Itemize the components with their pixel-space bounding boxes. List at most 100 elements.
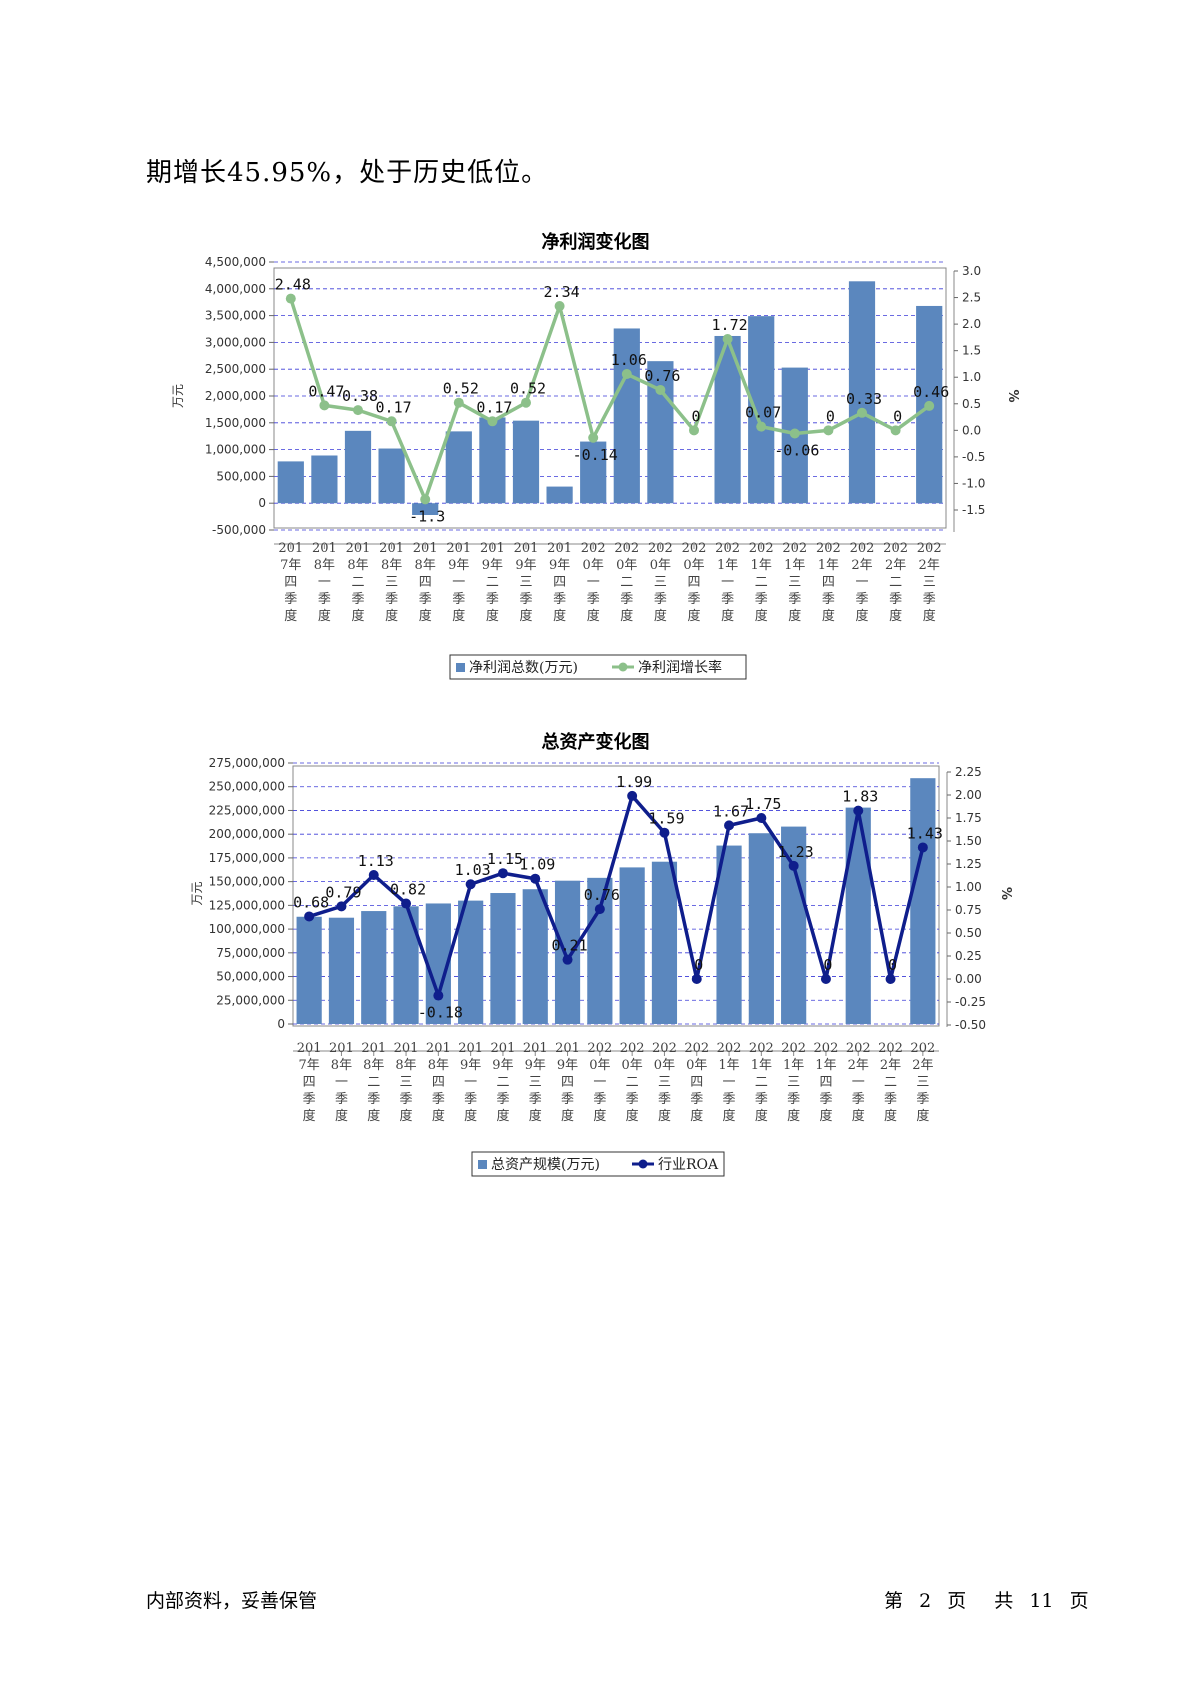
bar	[296, 916, 322, 1024]
data-label: 1.23	[778, 843, 814, 861]
page-num: 2	[919, 1590, 932, 1612]
bar	[848, 281, 876, 504]
category-label-part: 201	[523, 1041, 548, 1056]
category-label-part: 202	[781, 1041, 806, 1056]
category-label-part: 1年	[784, 558, 805, 573]
category-label-part: 季	[788, 592, 801, 607]
category-label-part: 201	[379, 541, 404, 556]
category-label-part: 度	[593, 1108, 606, 1124]
category-label-part: 7年	[280, 558, 301, 573]
category-label-part: 201	[312, 541, 337, 556]
bar	[479, 417, 506, 504]
category-label-part: 201	[394, 1041, 419, 1056]
category-label-part: 二	[486, 575, 499, 590]
legend-line-label: 净利润增长率	[638, 659, 722, 676]
category-label-part: 201	[491, 1041, 516, 1056]
category-label-part: 季	[419, 592, 432, 607]
category-label-part: 三	[787, 1075, 800, 1090]
category-label-part: 9年	[515, 558, 536, 573]
left-tick-label: 225,000,000	[209, 803, 285, 817]
line-point	[353, 405, 363, 416]
category-label-part: 季	[884, 1092, 897, 1107]
bar	[613, 328, 640, 504]
category-label-part: 202	[715, 541, 740, 556]
category-label-part: 1年	[818, 558, 839, 573]
category-label-part: 度	[367, 1108, 380, 1124]
data-label: 0.52	[510, 380, 546, 398]
category-label-part: 季	[496, 1092, 509, 1107]
left-tick-label: 50,000,000	[216, 970, 285, 984]
category-label-part: 二	[889, 575, 902, 590]
category-label-part: 202	[684, 1041, 709, 1056]
category-label-part: 201	[458, 1041, 483, 1056]
line-point	[724, 820, 735, 831]
category-label-part: 202	[850, 541, 875, 556]
category-label-part: 202	[717, 1041, 742, 1056]
line-point	[655, 384, 666, 395]
line-point	[588, 432, 599, 443]
left-tick-label: 100,000,000	[209, 922, 285, 936]
category-label-part: 一	[452, 575, 465, 590]
category-label-part: 季	[367, 1092, 380, 1107]
bar	[277, 461, 304, 504]
category-label-part: 度	[452, 608, 465, 624]
bar	[328, 917, 355, 1024]
category-label-part: 四	[819, 1075, 832, 1090]
category-label-part: 1年	[751, 558, 772, 573]
category-label-part: 度	[400, 1108, 413, 1124]
category-label-part: 度	[303, 1108, 316, 1124]
right-tick-label: 0.75	[955, 903, 982, 917]
right-tick-label: 1.0	[962, 370, 981, 384]
line-point	[554, 301, 565, 312]
category-label-part: 202	[749, 541, 774, 556]
data-label: 0	[691, 407, 700, 425]
line-point	[562, 954, 573, 965]
line-point	[621, 369, 632, 380]
category-label-part: 8年	[415, 558, 436, 573]
data-label: 0	[823, 956, 832, 974]
data-label: 0	[694, 956, 703, 974]
left-tick-label: 0	[277, 1017, 285, 1031]
category-label-part: 201	[346, 541, 371, 556]
bar	[512, 420, 540, 504]
right-tick-label: -0.5	[962, 450, 985, 464]
category-label-part: 季	[755, 592, 768, 607]
category-label-part: 一	[464, 1075, 477, 1090]
category-label-part: 季	[587, 592, 600, 607]
category-label-part: 1年	[751, 1058, 772, 1073]
category-label-part: 2年	[919, 558, 940, 573]
category-label-part: 度	[335, 1108, 348, 1124]
category-label-part: 一	[855, 575, 868, 590]
category-label-part: 度	[658, 1108, 671, 1124]
line-point	[857, 407, 867, 418]
intro-text: 期增长45.95%，处于历史低位。	[146, 158, 549, 188]
line-point	[304, 911, 315, 922]
category-label-part: 201	[446, 541, 471, 556]
category-label-part: 四	[822, 575, 835, 590]
category-label-part: 三	[923, 575, 936, 590]
line-point	[285, 293, 296, 304]
category-label-part: 2年	[851, 558, 872, 573]
data-label: 0.46	[913, 383, 949, 401]
category-label-part: 季	[723, 1092, 736, 1107]
category-label-part: 季	[822, 592, 835, 607]
legend-bar-label: 总资产规模(万元)	[491, 1157, 600, 1173]
category-label-part: 季	[654, 592, 667, 607]
category-label-part: 202	[620, 1041, 645, 1056]
right-tick-label: -0.25	[955, 995, 986, 1009]
category-label-part: 202	[581, 541, 606, 556]
category-label-part: 季	[721, 592, 734, 607]
bar	[361, 911, 387, 1024]
data-label: 0.21	[551, 937, 587, 955]
right-tick-label: 3.0	[962, 264, 981, 278]
left-tick-label: 1,000,000	[205, 443, 266, 457]
line-point	[789, 428, 800, 439]
category-label-part: 201	[555, 1041, 580, 1056]
line-point	[722, 333, 733, 344]
